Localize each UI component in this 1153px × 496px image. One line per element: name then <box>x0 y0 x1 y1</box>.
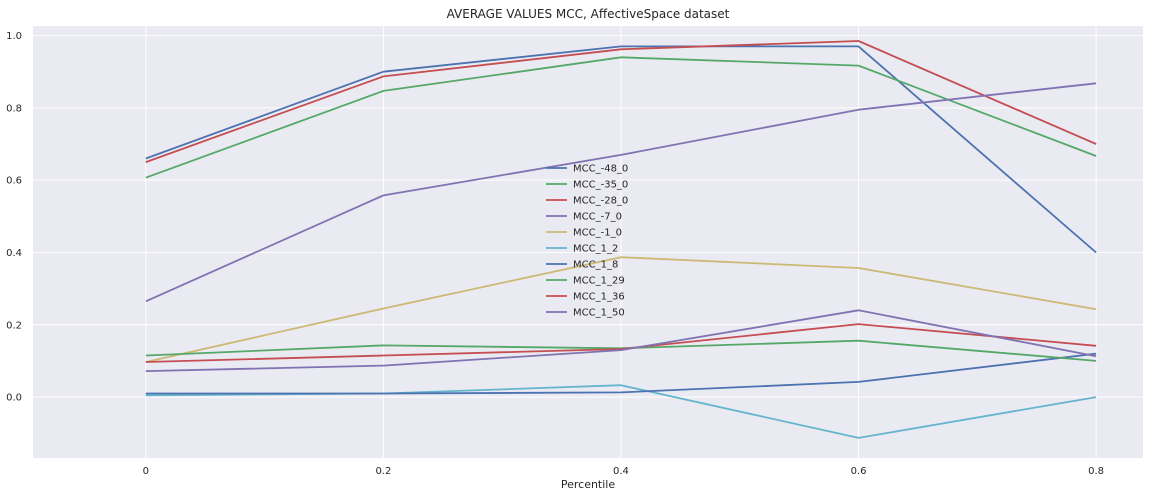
legend-label: MCC_-48_0 <box>573 164 628 175</box>
y-tick-labels: 0.0 0.2 0.4 0.6 0.8 1.0 <box>6 31 22 404</box>
legend-label: MCC_-1_0 <box>573 228 622 239</box>
y-tick-label: 0.4 <box>6 248 22 259</box>
y-tick-label: 1.0 <box>6 31 22 42</box>
legend: MCC_-48_0 MCC_-35_0 MCC_-28_0 MCC_-7_0 MCC_-… <box>546 164 628 319</box>
x-tick-label: 0.2 <box>375 466 391 477</box>
legend-label: MCC_-7_0 <box>573 212 622 223</box>
x-tick-labels: 0 0.2 0.4 0.6 0.8 <box>143 466 1104 477</box>
legend-label: MCC_1_50 <box>573 308 625 319</box>
legend-label: MCC_1_29 <box>573 276 625 287</box>
x-tick-label: 0.8 <box>1088 466 1104 477</box>
legend-label: MCC_-28_0 <box>573 196 628 207</box>
series-line-1 <box>145 45 1097 254</box>
series-lines <box>145 40 1097 439</box>
legend-label: MCC_1_2 <box>573 244 618 255</box>
x-tick-label: 0 <box>143 466 149 477</box>
legend-label: MCC_1_36 <box>573 292 625 303</box>
y-tick-label: 0.2 <box>6 320 22 331</box>
series-line-5 <box>145 256 1097 363</box>
x-tick-label: 0.4 <box>613 466 629 477</box>
x-tick-label: 0.6 <box>851 466 867 477</box>
legend-label: MCC_1_8 <box>573 260 618 271</box>
grid <box>33 26 1143 458</box>
series-line-9 <box>145 323 1097 363</box>
series-line-4 <box>145 82 1097 303</box>
series-line-10 <box>145 309 1097 372</box>
x-axis-label: Percentile <box>561 478 616 491</box>
legend-label: MCC_-35_0 <box>573 180 628 191</box>
y-tick-label: 0.0 <box>6 393 22 404</box>
series-line-2 <box>145 56 1097 179</box>
y-tick-label: 0.8 <box>6 103 22 114</box>
series-line-7 <box>145 352 1097 395</box>
series-line-3 <box>145 40 1097 163</box>
y-tick-label: 0.6 <box>6 176 22 187</box>
chart-title: AVERAGE VALUES MCC, AffectiveSpace datas… <box>447 7 730 21</box>
